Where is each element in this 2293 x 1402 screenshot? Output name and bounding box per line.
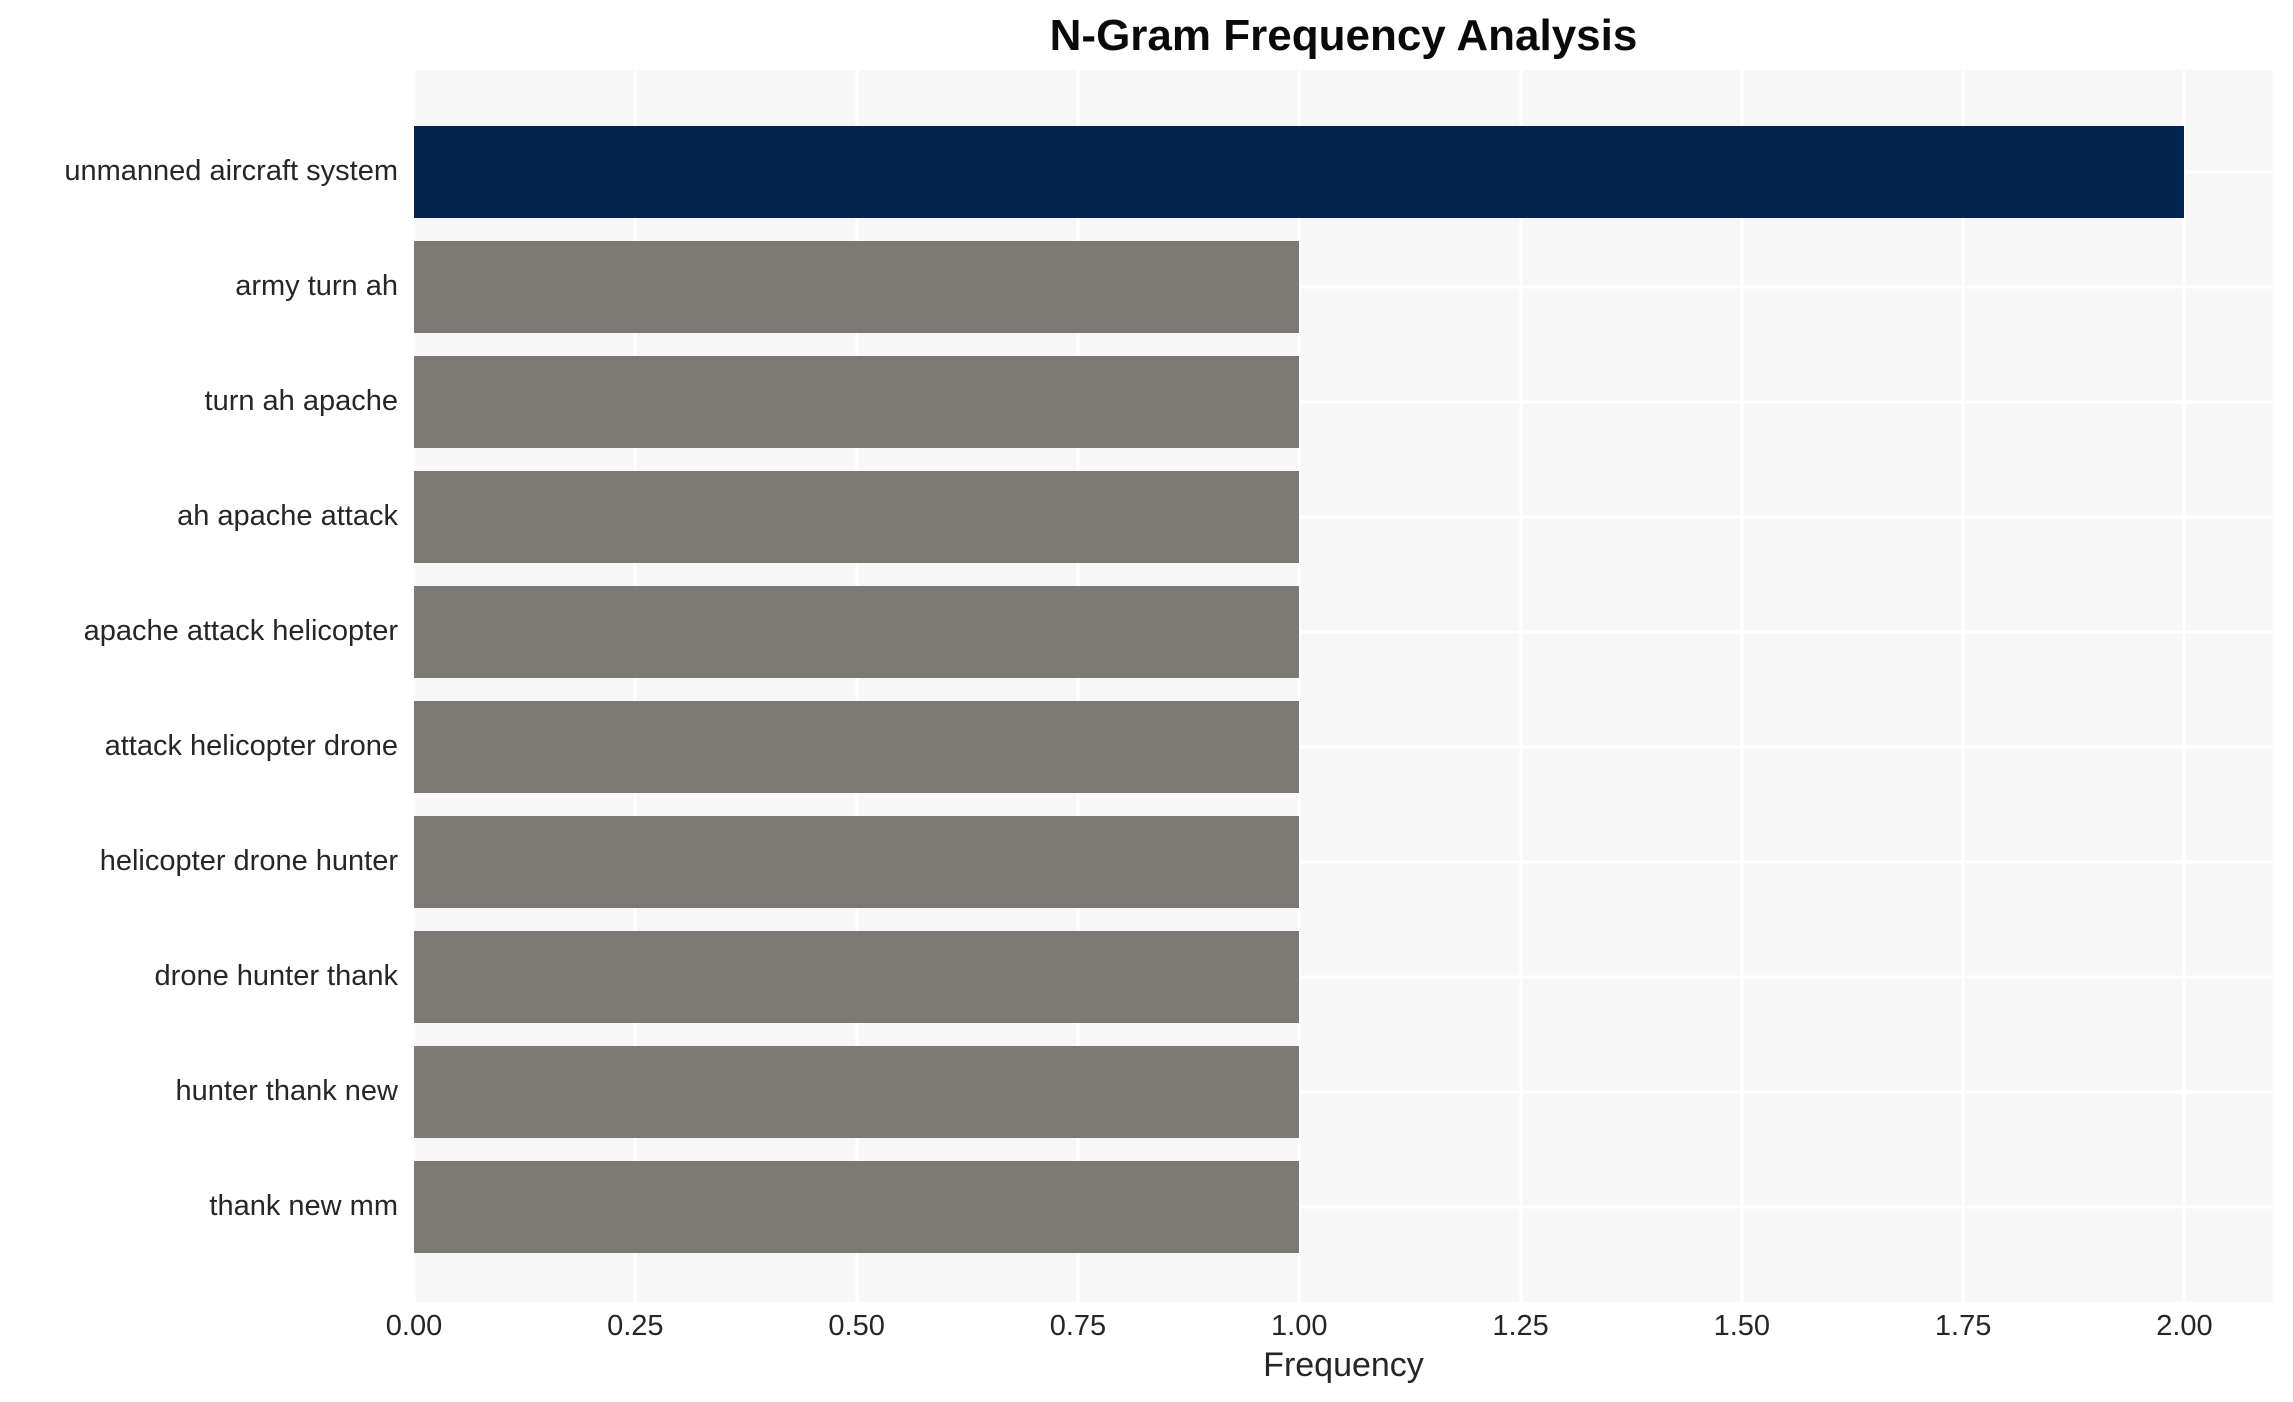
frequency-bar bbox=[414, 815, 1300, 908]
bar-row bbox=[414, 689, 2273, 804]
vertical-gridline bbox=[2182, 70, 2186, 1302]
horizontal-gridline bbox=[414, 745, 2273, 748]
bar-row bbox=[414, 1034, 2273, 1149]
frequency-bar bbox=[414, 700, 1300, 793]
horizontal-gridline bbox=[414, 1090, 2273, 1093]
bar-row bbox=[414, 229, 2273, 344]
horizontal-gridline bbox=[414, 1205, 2273, 1208]
bar-row bbox=[414, 114, 2273, 229]
x-tick-label: 1.50 bbox=[1713, 1310, 1771, 1342]
horizontal-gridline bbox=[414, 860, 2273, 863]
vertical-gridline bbox=[1076, 70, 1080, 1302]
x-tick-label: 1.75 bbox=[1934, 1310, 1992, 1342]
frequency-bar bbox=[414, 1160, 1300, 1253]
frequency-bar bbox=[414, 240, 1300, 333]
vertical-gridline bbox=[633, 70, 637, 1302]
horizontal-gridline bbox=[414, 515, 2273, 518]
vertical-gridline bbox=[1519, 70, 1523, 1302]
frequency-bar bbox=[414, 125, 2185, 218]
x-tick-label: 0.00 bbox=[385, 1310, 443, 1342]
vertical-gridline bbox=[1740, 70, 1744, 1302]
y-axis-label: ah apache attack bbox=[177, 500, 398, 532]
bar-row bbox=[414, 804, 2273, 919]
y-axis-label: helicopter drone hunter bbox=[99, 845, 398, 877]
vertical-gridline bbox=[1961, 70, 1965, 1302]
x-tick-label: 1.25 bbox=[1492, 1310, 1549, 1342]
y-axis-label: attack helicopter drone bbox=[104, 730, 398, 762]
y-axis-label: drone hunter thank bbox=[154, 960, 398, 992]
frequency-bar bbox=[414, 930, 1300, 1023]
y-axis-label: unmanned aircraft system bbox=[64, 155, 398, 187]
bar-row bbox=[414, 459, 2273, 574]
bar-row bbox=[414, 344, 2273, 459]
vertical-gridline bbox=[1297, 70, 1301, 1302]
frequency-bar bbox=[414, 585, 1300, 678]
frequency-bar bbox=[414, 470, 1300, 563]
vertical-gridline bbox=[855, 70, 859, 1302]
horizontal-gridline bbox=[414, 975, 2273, 978]
x-tick-label: 1.00 bbox=[1271, 1310, 1328, 1342]
y-axis-label: apache attack helicopter bbox=[83, 615, 398, 647]
x-tick-label: 2.00 bbox=[2156, 1310, 2213, 1342]
x-axis-ticks: 0.00 0.25 0.50 0.75 1.00 1.25 1.50 1.75 2.00 bbox=[386, 1308, 2273, 1344]
bar-rows bbox=[414, 70, 2273, 1302]
y-axis-labels: unmanned aircraft system army turn ah turn… bbox=[0, 70, 414, 1302]
y-axis-label: hunter thank new bbox=[175, 1075, 398, 1107]
x-tick-label: 0.75 bbox=[1049, 1310, 1107, 1342]
horizontal-gridline bbox=[414, 400, 2273, 403]
chart-title: N-Gram Frequency Analysis bbox=[1049, 11, 1638, 60]
bar-row bbox=[414, 1149, 2273, 1264]
vertical-gridline bbox=[412, 70, 416, 1302]
bar-row bbox=[414, 574, 2273, 689]
frequency-bar bbox=[414, 1045, 1300, 1138]
bar-row bbox=[414, 919, 2273, 1034]
y-axis-label: army turn ah bbox=[235, 270, 398, 302]
plot-area bbox=[412, 70, 2273, 1302]
y-axis-label: thank new mm bbox=[209, 1190, 398, 1222]
horizontal-gridline bbox=[414, 630, 2273, 633]
y-axis-label: turn ah apache bbox=[204, 385, 398, 417]
x-axis-label: Frequency bbox=[1263, 1346, 1424, 1384]
frequency-bar bbox=[414, 355, 1300, 448]
x-tick-label: 0.25 bbox=[607, 1310, 664, 1342]
horizontal-gridline bbox=[414, 285, 2273, 288]
x-tick-label: 0.50 bbox=[828, 1310, 885, 1342]
